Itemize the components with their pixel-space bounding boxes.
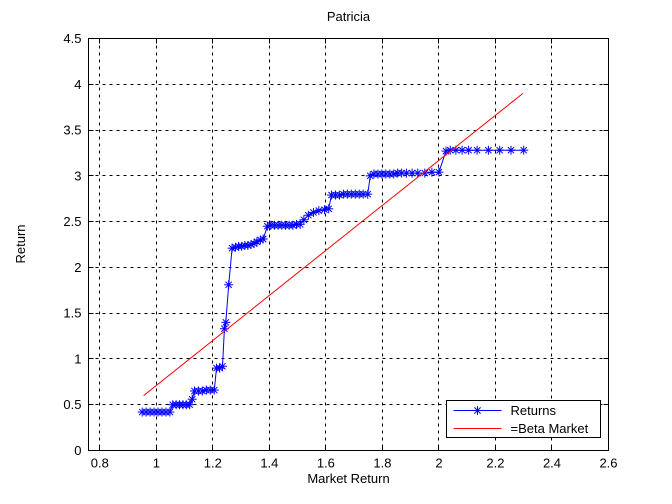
asterisk-marker bbox=[314, 206, 324, 216]
y-tick-label: 3 bbox=[74, 168, 81, 183]
x-tick-label: 1.6 bbox=[317, 456, 335, 471]
legend-label: Returns bbox=[511, 403, 557, 418]
y-axis-label: Return bbox=[13, 224, 28, 264]
asterisk-marker bbox=[472, 145, 482, 155]
x-tick-label: 2.4 bbox=[543, 456, 561, 471]
y-tick-label: 0.5 bbox=[63, 397, 81, 412]
asterisk-marker bbox=[324, 204, 334, 214]
asterisk-marker bbox=[217, 361, 227, 371]
x-tick-label: 1.4 bbox=[260, 456, 278, 471]
axis-ticks bbox=[88, 38, 609, 451]
asterisk-marker bbox=[221, 317, 231, 327]
y-tick-label: 2 bbox=[74, 260, 81, 275]
series-line bbox=[142, 149, 524, 413]
asterisk-marker bbox=[187, 394, 197, 404]
asterisk-marker bbox=[295, 219, 305, 229]
series-line bbox=[143, 93, 524, 396]
x-tick-label: 0.8 bbox=[91, 456, 109, 471]
asterisk-marker bbox=[365, 171, 375, 181]
x-tick-label: 2.6 bbox=[599, 456, 617, 471]
asterisk-marker bbox=[495, 145, 505, 155]
asterisk-marker bbox=[483, 145, 493, 155]
y-tick-label: 0 bbox=[74, 443, 81, 458]
asterisk-marker bbox=[243, 240, 253, 250]
x-tick-label: 2.2 bbox=[486, 456, 504, 471]
asterisk-marker bbox=[209, 385, 219, 395]
legend-label: =Beta Market bbox=[511, 421, 589, 436]
x-axis-label: Market Return bbox=[307, 471, 390, 486]
chart-title: Patricia bbox=[326, 9, 371, 24]
y-tick-label: 1.5 bbox=[63, 306, 81, 321]
asterisk-marker bbox=[464, 145, 474, 155]
asterisk-marker bbox=[519, 145, 529, 155]
legend: Returns =Beta Market bbox=[446, 400, 601, 438]
series-beta-market bbox=[143, 93, 524, 396]
y-tick-label: 3.5 bbox=[63, 123, 81, 138]
asterisk-marker bbox=[258, 234, 268, 244]
y-tick-label: 4 bbox=[74, 77, 81, 92]
asterisk-marker bbox=[363, 189, 373, 199]
plot-frame bbox=[88, 38, 609, 451]
asterisk-marker bbox=[165, 407, 175, 417]
y-tick-label: 1 bbox=[74, 351, 81, 366]
x-tick-label: 1.8 bbox=[373, 456, 391, 471]
asterisk-marker bbox=[420, 168, 430, 178]
asterisk-marker bbox=[506, 145, 516, 155]
asterisk-marker bbox=[224, 280, 234, 290]
series-returns bbox=[137, 145, 529, 417]
asterisk-marker bbox=[473, 406, 482, 415]
x-tick-label: 2 bbox=[435, 456, 442, 471]
x-tick-label: 1.2 bbox=[204, 456, 222, 471]
asterisk-marker bbox=[334, 190, 344, 200]
y-tick-label: 2.5 bbox=[63, 214, 81, 229]
y-tick-label: 4.5 bbox=[63, 31, 81, 46]
x-tick-label: 1 bbox=[153, 456, 160, 471]
tick-labels: 0.8 1 1.2 1.4 1.6 1.8 2 2.2 2.4 2.6 0 0.5 1 1.5 2 2.5 3 3… bbox=[63, 31, 617, 471]
legend-box bbox=[446, 400, 601, 438]
grid-lines bbox=[88, 38, 609, 451]
asterisk-marker bbox=[434, 167, 444, 177]
